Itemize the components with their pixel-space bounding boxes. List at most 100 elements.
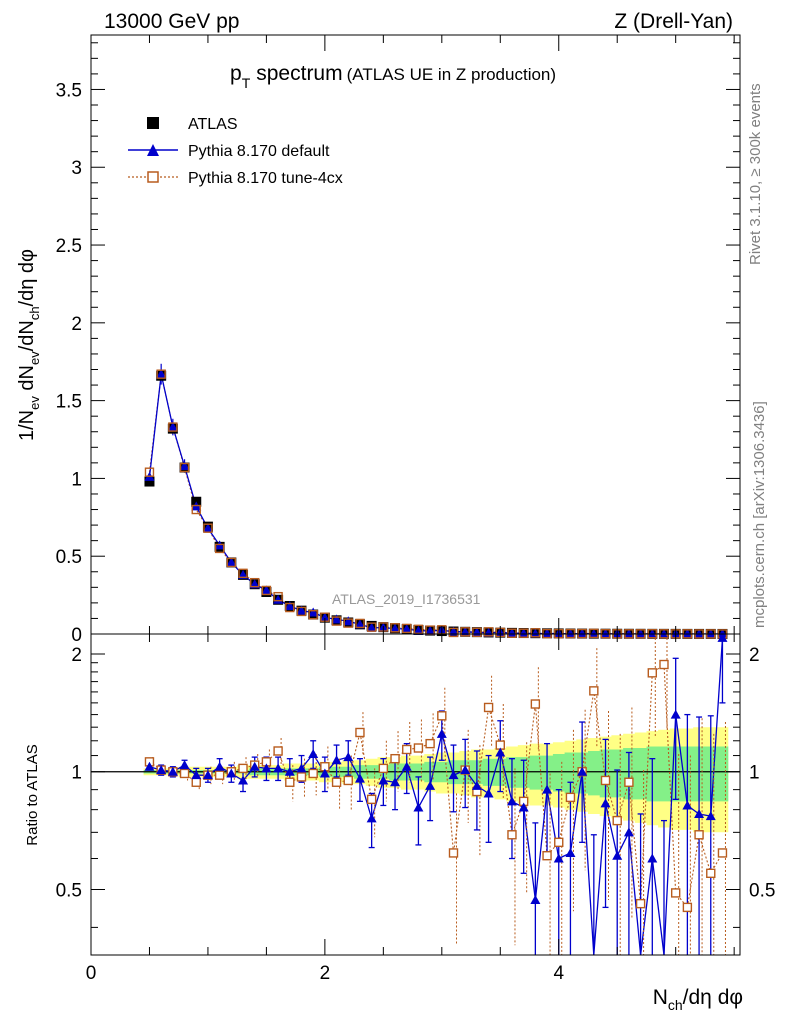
- tune-4cx-data-point: [168, 422, 178, 432]
- ratio-x-tick-label: 0: [86, 963, 97, 984]
- analysis-watermark: ATLAS_2019_I1736531: [332, 591, 481, 607]
- default-data-point: [483, 627, 494, 637]
- ylabel-sub-3: ch: [27, 306, 42, 320]
- tune-4cx-data-point: [203, 523, 213, 533]
- tune-4cx-data-point: [191, 504, 201, 515]
- ratio-default-point: [705, 811, 716, 821]
- tune-4cx-data-point: [448, 627, 459, 638]
- tune-4cx-data-point: [179, 462, 190, 473]
- ratio-default-point: [354, 773, 365, 783]
- main-y-tick-label: 0: [71, 625, 82, 646]
- legend-atlas-marker-icon: [147, 117, 159, 129]
- ratio-default-point: [448, 770, 459, 780]
- ratio-default-point: [612, 850, 623, 860]
- default-data-point: [530, 628, 541, 638]
- ratio-default-point: [167, 766, 178, 776]
- ratio-default-point: [542, 784, 553, 794]
- main-y-axis-title: 1/Nev dNev/dNch/dη dφ: [16, 249, 42, 441]
- ratio-tune-4cx-point: [390, 753, 400, 764]
- ratio-tune-4cx-point: [214, 770, 225, 780]
- ratio-x-axis: 0 2 4: [86, 634, 735, 984]
- ratio-y-tick-label: 2: [71, 645, 82, 666]
- default-data-point: [448, 626, 459, 636]
- ratio-tune-4cx-point: [507, 830, 517, 840]
- tune-4cx-data-point: [238, 568, 248, 579]
- tune-4cx-data-point: [518, 628, 529, 638]
- default-data-point: [366, 622, 377, 632]
- ratio-y-tick-label-right: 2: [749, 645, 760, 666]
- default-data-point: [167, 422, 178, 432]
- main-y-tick-label: 1.5: [56, 392, 82, 413]
- default-data-point: [577, 628, 588, 638]
- ratio-tune-4cx-point: [296, 772, 307, 782]
- default-data-point: [390, 623, 401, 633]
- main-y-tick-label: 3.5: [56, 80, 82, 101]
- main-y-tick-label: 3: [71, 158, 82, 179]
- ratio-default-point: [296, 763, 307, 773]
- legend-label-atlas: ATLAS: [188, 116, 238, 133]
- ratio-tune-4cx-point: [682, 902, 693, 913]
- ratio-tune-4cx-point: [659, 659, 669, 670]
- ratio-default-point: [343, 752, 354, 762]
- tune-4cx-data-point: [273, 591, 283, 602]
- ratio-tune-4cx-point: [717, 848, 728, 858]
- default-data-point: [179, 460, 190, 470]
- ratio-default-point: [191, 770, 202, 780]
- ratio-tune-4cx-point: [273, 746, 283, 756]
- default-data-point: [202, 523, 213, 533]
- ratio-tune-4cx-point: [285, 777, 295, 787]
- legend-tune-marker-icon: [147, 171, 159, 183]
- tune-4cx-data-point: [261, 585, 272, 596]
- default-data-point: [308, 607, 319, 617]
- default-data-point: [319, 612, 330, 622]
- tune-4cx-data-point: [390, 623, 400, 633]
- ratio-tune-4cx-point: [565, 792, 576, 803]
- ratio-default-point: [682, 800, 693, 810]
- ratio-tune-4cx-point: [600, 775, 611, 786]
- header-right: Z (Drell-Yan): [614, 10, 733, 33]
- tune-4cx-data-point: [250, 577, 260, 588]
- default-data-point: [425, 625, 436, 635]
- ratio-frame: [90, 633, 741, 956]
- tune-4cx-data-point: [483, 627, 494, 637]
- ratio-tune-4cx-point: [355, 727, 365, 738]
- xlabel-sub-1: ch: [668, 997, 683, 1013]
- plot-title: pT spectrum (ATLAS UE in Z production): [230, 62, 556, 91]
- ratio-tune-4cx-point: [402, 744, 412, 755]
- ratio-tune-4cx-point: [238, 763, 248, 774]
- title-sub: T: [242, 75, 251, 91]
- legend-label-default: Pythia 8.170 default: [188, 143, 330, 160]
- default-data-point: [682, 628, 693, 638]
- xlabel-part-1: N: [653, 986, 668, 1009]
- ratio-tune-4cx-point: [331, 777, 342, 787]
- ratio-default-point: [156, 765, 167, 775]
- default-data-point: [156, 369, 167, 379]
- tune-4cx-data-point: [308, 610, 318, 620]
- main-y-tick-label: 0.5: [56, 547, 82, 568]
- ratio-default-point: [378, 775, 389, 785]
- ratio-tune-4cx-point: [589, 686, 599, 696]
- ratio-default-point: [308, 749, 319, 759]
- title-word: spectrum: [256, 62, 342, 85]
- tune-4cx-data-point: [530, 628, 541, 638]
- ratio-default-point: [565, 847, 576, 857]
- ratio-default-point: [284, 766, 295, 776]
- ratio-default-point: [331, 755, 342, 765]
- ratio-tune-4cx-point: [308, 768, 318, 779]
- tune-4cx-data-point: [156, 369, 166, 379]
- rivet-version-text: Rivet 3.1.10, ≥ 300k events: [747, 83, 764, 265]
- tune-4cx-data-point: [589, 628, 599, 639]
- ratio-default-point: [226, 768, 237, 778]
- default-data-point: [413, 625, 424, 635]
- ratio-x-tick-label: 4: [553, 963, 564, 984]
- atlas-data-point: [144, 476, 155, 487]
- tune-4cx-data-point: [285, 602, 295, 613]
- ratio-tune-4cx-point: [706, 868, 716, 878]
- ratio-default-point: [623, 827, 634, 837]
- ratio-y-tick-label-right: 0.5: [749, 880, 775, 901]
- ylabel-sub-2: ev: [27, 351, 42, 365]
- ratio-default-point: [460, 765, 471, 775]
- tune-4cx-data-point: [343, 618, 353, 628]
- default-data-point: [565, 628, 576, 638]
